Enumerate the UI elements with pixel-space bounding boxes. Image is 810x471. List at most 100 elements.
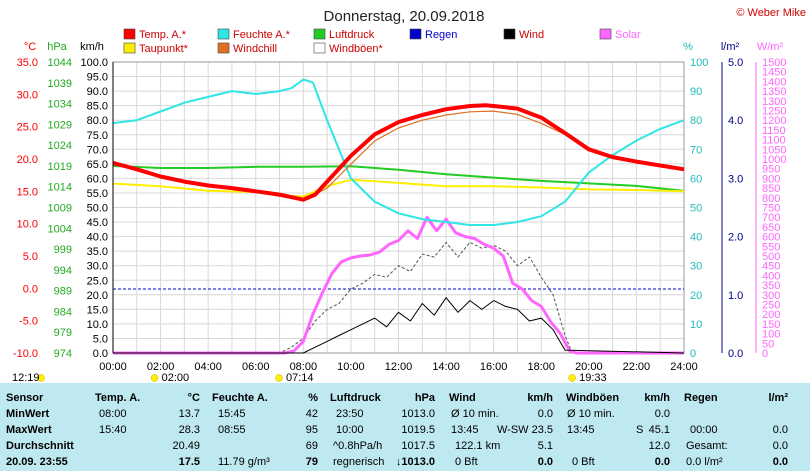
sun-time-label: 19:33: [579, 372, 607, 383]
legend-label: Regen: [425, 29, 457, 41]
current-regen-rate: 0.0 l/m²: [686, 456, 723, 468]
rain-tick-label: 4.0: [728, 115, 743, 127]
humidity-tick-label: 100: [690, 57, 708, 69]
wind-tick-label: 50.0: [87, 203, 108, 215]
solar-tick-label: 1450: [762, 67, 786, 79]
min-druck-value: 1013.0: [401, 408, 435, 420]
wind-tick-label: 55.0: [87, 188, 108, 200]
legend-swatch: [503, 28, 516, 40]
wind-tick-label: 15.0: [87, 304, 108, 316]
series-line-windben: [113, 241, 684, 354]
current-abs-feuchte: 11.79 g/m³: [218, 456, 270, 468]
sun-time-label: 02:00: [162, 372, 190, 383]
pressure-tick-label: 979: [54, 327, 72, 339]
temp-tick-label: 15.0: [17, 186, 38, 198]
wind-tick-label: 10.0: [87, 319, 108, 331]
stats-table: Sensor Temp. A. °C Feuchte A. % Luftdruc…: [0, 383, 810, 471]
min-feuchte-value: 42: [305, 408, 318, 420]
solar-tick-label: 950: [762, 164, 780, 176]
max-regen-time: 00:00: [690, 424, 718, 436]
legend-swatch: [409, 28, 422, 40]
wind-tick-label: 65.0: [87, 159, 108, 171]
series-line-tempa: [112, 103, 685, 202]
wind-tick-label: 35.0: [87, 246, 108, 258]
solar-tick-label: 450: [762, 261, 780, 273]
temp-tick-label: 20.0: [17, 154, 38, 166]
pressure-tick-label: 994: [54, 265, 72, 277]
legend-label: Windchill: [233, 43, 277, 55]
legend-label: Feuchte A.*: [233, 29, 291, 41]
max-druck-value: 1019.5: [401, 424, 435, 436]
solar-tick-label: 650: [762, 222, 780, 234]
time-tick-label: 06:00: [242, 361, 270, 373]
series-line-wind: [113, 297, 685, 354]
solar-tick-label: 1150: [762, 125, 786, 137]
time-tick-label: 24:00: [670, 361, 698, 373]
sun-icon: [568, 374, 576, 382]
solar-tick-label: 1350: [762, 86, 786, 98]
legend-swatch: [123, 42, 136, 54]
humidity-tick-label: 10: [690, 319, 702, 331]
solar-tick-label: 400: [762, 270, 780, 282]
pressure-tick-label: 1034: [48, 99, 72, 111]
current-druck-value: ↓1013.0: [395, 456, 435, 468]
row-current-label: 20.09. 23:55: [6, 456, 68, 468]
solar-tick-label: 50: [762, 338, 774, 350]
temp-tick-label: 5.0: [23, 251, 38, 263]
solar-tick-label: 0: [762, 348, 768, 360]
legend-swatch: [217, 42, 230, 54]
max-boen-time: 13:45: [567, 424, 595, 436]
solar-tick-label: 1200: [762, 115, 786, 127]
header-temp: Temp. A.: [95, 392, 141, 404]
legend-swatch: [123, 28, 136, 40]
min-temp-value: 13.7: [178, 408, 200, 420]
max-feuchte-value: 95: [305, 424, 318, 436]
header-boen: Windböen: [566, 392, 620, 404]
row-avg-label: Durchschnitt: [6, 440, 74, 452]
temp-tick-label: -5.0: [19, 316, 38, 328]
rain-tick-label: 3.0: [728, 173, 743, 185]
wind-tick-label: 5.0: [93, 333, 108, 345]
wind-tick-label: 75.0: [87, 130, 108, 142]
min-boen-desc: Ø 10 min.: [567, 408, 615, 420]
solar-axis-title: W/m²: [757, 41, 784, 53]
header-temp-unit: °C: [187, 392, 200, 404]
time-tick-label: 14:00: [432, 361, 460, 373]
avg-druck-value: 1017.5: [401, 440, 435, 452]
max-feuchte-time: 08:55: [218, 424, 246, 436]
header-regen: Regen: [684, 392, 718, 404]
temp-tick-label: 35.0: [17, 57, 38, 69]
avg-regen-label: Gesamt:: [686, 440, 728, 452]
series-line-solar: [113, 215, 684, 355]
wind-tick-label: 45.0: [87, 217, 108, 229]
max-temp-value: 28.3: [178, 424, 200, 436]
legend-swatch: [313, 42, 326, 54]
wind-tick-label: 85.0: [87, 101, 108, 113]
max-boen-direction: S: [636, 424, 644, 436]
series-line-luftdruck: [112, 164, 685, 192]
row-min-label: MinWert: [6, 408, 50, 420]
avg-feuchte-value: 69: [305, 440, 318, 452]
solar-tick-label: 1100: [762, 135, 786, 147]
sun-icon: [275, 374, 283, 382]
min-wind-value: 0.0: [537, 408, 553, 420]
wind-axis-title: km/h: [80, 41, 104, 53]
legend-swatch: [313, 28, 326, 40]
current-feuchte-value: 79: [305, 456, 318, 468]
solar-tick-label: 1300: [762, 96, 786, 108]
avg-wind-value: 5.1: [537, 440, 553, 452]
wind-tick-label: 90.0: [87, 86, 108, 98]
time-tick-label: 18:00: [527, 361, 555, 373]
header-feuchte: Feuchte A.: [212, 392, 268, 404]
avg-boen-value: 12.0: [648, 440, 670, 452]
humidity-tick-label: 50: [690, 203, 702, 215]
pressure-tick-label: 1024: [48, 140, 72, 152]
max-boen-value: 45.1: [648, 424, 670, 436]
max-regen-value: 0.0: [772, 424, 788, 436]
time-tick-label: 20:00: [575, 361, 603, 373]
time-tick-label: 02:00: [147, 361, 175, 373]
time-tick-label: 00:00: [99, 361, 127, 373]
header-wind: Wind: [449, 392, 476, 404]
avg-druck-trend: ^0.8hPa/h: [333, 440, 383, 452]
min-druck-time: 23:50: [336, 408, 364, 420]
